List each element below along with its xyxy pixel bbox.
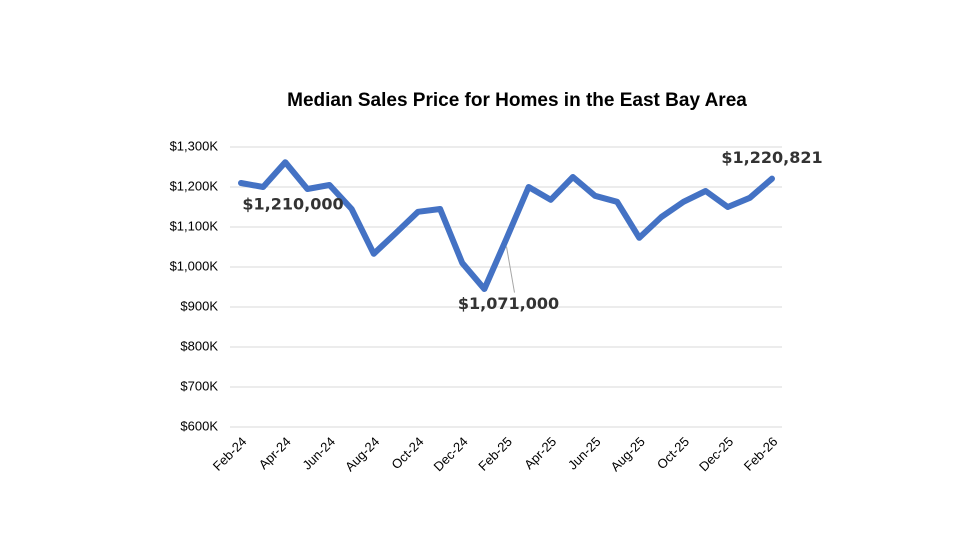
y-tick-label: $1,000K [170, 258, 219, 273]
y-tick-label: $700K [180, 378, 218, 393]
x-tick-label: Dec-25 [696, 434, 736, 474]
data-label: $1,220,821 [721, 148, 822, 167]
x-tick-label: Feb-25 [475, 434, 515, 474]
x-tick-label: Jun-25 [565, 434, 604, 473]
leader-line [506, 246, 515, 293]
line-series [238, 159, 775, 292]
x-tick-label: Apr-24 [256, 434, 294, 472]
data-label: $1,071,000 [458, 294, 559, 313]
y-tick-label: $1,100K [170, 218, 219, 233]
y-tick-label: $600K [180, 418, 218, 433]
chart-title: Median Sales Price for Homes in the East… [287, 90, 747, 111]
y-tick-label: $800K [180, 338, 218, 353]
data-label: $1,210,000 [242, 195, 343, 214]
x-tick-label: Oct-25 [654, 434, 692, 472]
y-tick-label: $1,300K [170, 138, 219, 153]
x-tick-label: Oct-24 [388, 434, 426, 472]
y-tick-label: $1,200K [170, 178, 219, 193]
x-tick-label: Apr-25 [521, 434, 559, 472]
y-tick-label: $900K [180, 298, 218, 313]
x-tick-label: Aug-25 [608, 434, 648, 474]
x-tick-label: Feb-24 [210, 434, 250, 474]
x-tick-label: Dec-24 [431, 434, 471, 474]
x-tick-label: Jun-24 [299, 434, 338, 473]
x-tick-label: Feb-26 [741, 434, 781, 474]
x-tick-label: Aug-24 [342, 434, 382, 474]
